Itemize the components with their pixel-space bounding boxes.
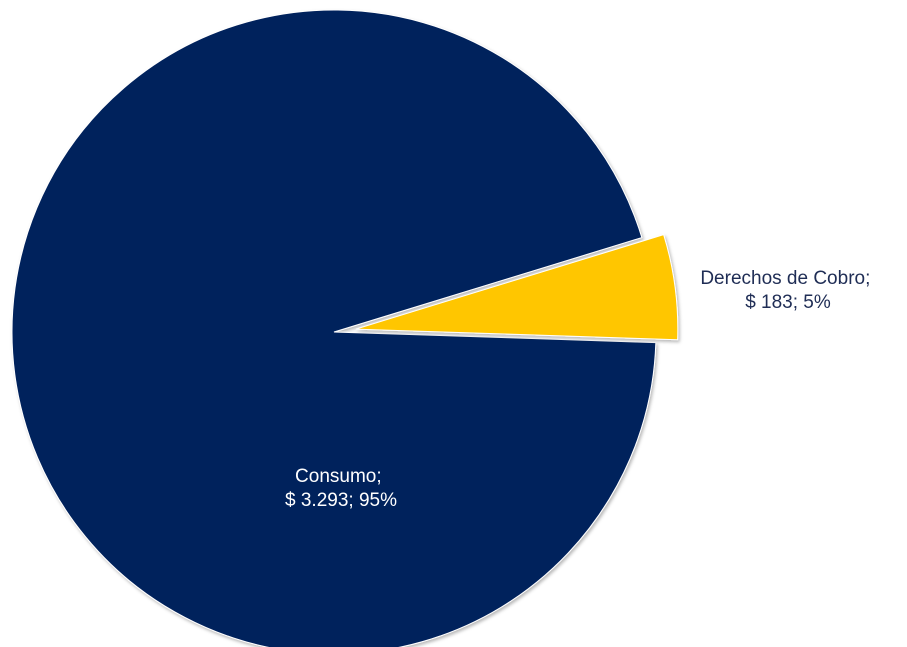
slice-consumo bbox=[11, 9, 657, 647]
slice-label-consumo: Consumo; $ 3.293; 95% bbox=[285, 466, 397, 511]
pie-slices bbox=[11, 9, 679, 647]
slice-label-derechos-de-cobro-name: Derechos de Cobro; bbox=[700, 268, 870, 289]
slice-label-consumo-value: $ 3.293; 95% bbox=[285, 490, 397, 511]
slice-label-consumo-name: Consumo; bbox=[295, 466, 382, 487]
slice-labels: Consumo; $ 3.293; 95% Derechos de Cobro;… bbox=[285, 268, 875, 511]
slice-label-derechos-de-cobro-value: $ 183; 5% bbox=[745, 292, 831, 313]
slice-derechos-de-cobro bbox=[355, 234, 679, 341]
slice-label-derechos-de-cobro: Derechos de Cobro; $ 183; 5% bbox=[700, 268, 875, 313]
